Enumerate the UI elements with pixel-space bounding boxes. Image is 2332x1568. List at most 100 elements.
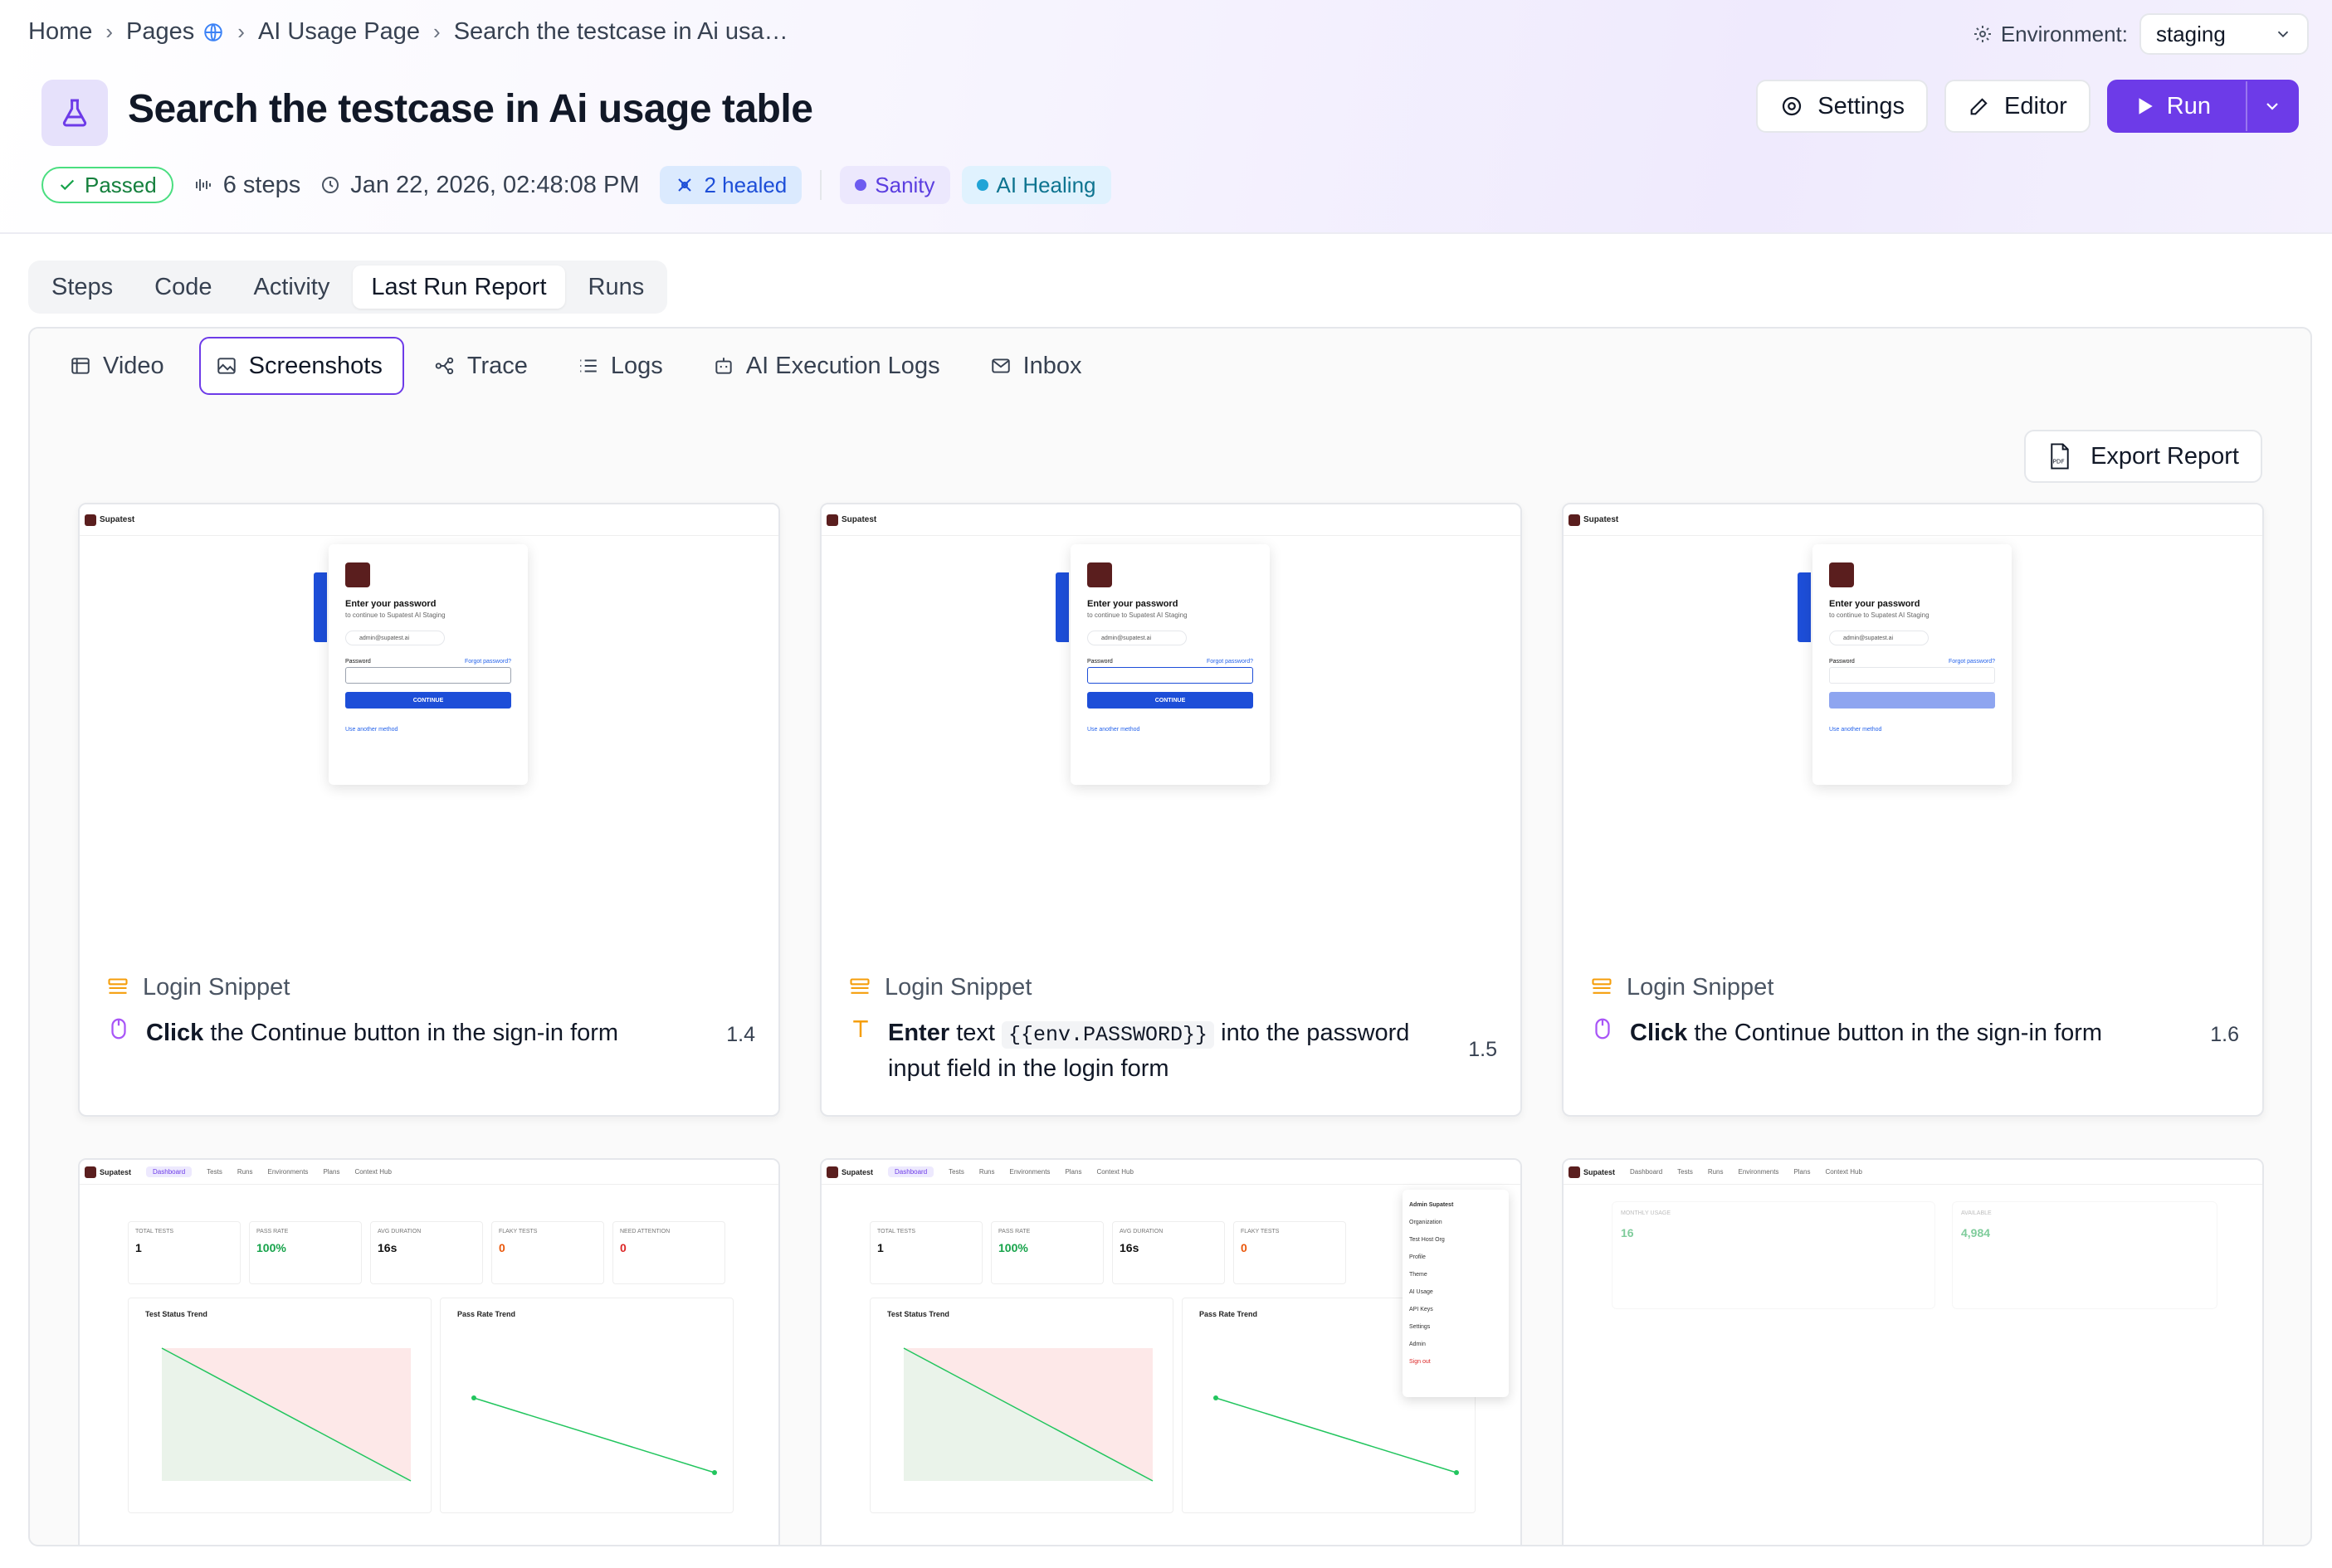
tag-label: Sanity <box>875 172 935 197</box>
shot-chart-plot <box>161 1347 412 1482</box>
tab-steps[interactable]: Steps <box>51 273 114 300</box>
brand-logo <box>1568 1166 1580 1178</box>
shot-nav-item: Environments <box>1738 1168 1779 1176</box>
screenshot-image[interactable]: Supatest Enter your password to continue… <box>80 504 778 929</box>
subtab-video[interactable]: Video <box>55 337 184 395</box>
run-main[interactable]: Run <box>2109 81 2232 131</box>
continue-button: CONTINUE <box>345 692 511 709</box>
subtab-ai-execution-logs[interactable]: AI Execution Logs <box>698 337 960 395</box>
editor-button[interactable]: Editor <box>1944 80 2091 133</box>
shot-menu-item: Sign out <box>1409 1359 1431 1365</box>
shot-menu-item: Admin <box>1409 1342 1426 1347</box>
subtab-screenshots[interactable]: Screenshots <box>198 337 404 395</box>
shot-nav-item: Tests <box>1677 1168 1693 1176</box>
screenshot-image[interactable]: Supatest Dashboard Tests Runs Environmen… <box>80 1160 778 1545</box>
chevron-right-icon: › <box>237 19 245 44</box>
other-method-link: Use another method <box>345 727 398 733</box>
usage-label: AVAILABLE <box>1961 1210 1992 1216</box>
login-sub: to continue to Supatest AI Staging <box>1087 611 1188 619</box>
subtab-label: AI Execution Logs <box>745 352 940 379</box>
export-label: Export Report <box>2091 442 2239 470</box>
tab-activity[interactable]: Activity <box>253 273 330 300</box>
settings-button[interactable]: Settings <box>1756 80 1929 133</box>
kpi-value: 100% <box>998 1241 1028 1254</box>
screenshot-image[interactable]: Supatest Dashboard Tests Runs Environmen… <box>822 1160 1520 1545</box>
healed-badge[interactable]: 2 healed <box>659 166 803 204</box>
breadcrumb-home[interactable]: Home <box>28 18 93 45</box>
side-tab <box>314 572 327 642</box>
healed-text: 2 healed <box>704 172 788 197</box>
login-heading: Enter your password <box>1829 599 1920 609</box>
kpi-value: 0 <box>620 1241 627 1254</box>
snippet-icon <box>1592 977 1612 994</box>
screenshot-card[interactable]: Supatest Enter your password to continue… <box>78 503 780 1117</box>
password-row: Password Forgot password? <box>1087 659 1253 665</box>
screenshot-card[interactable]: Supatest Enter your password to continue… <box>1562 503 2264 1117</box>
shot-nav-item: Plans <box>1793 1168 1811 1176</box>
step-text: into the password input field in the log… <box>888 1020 1410 1082</box>
subtab-inbox[interactable]: Inbox <box>975 337 1102 395</box>
mail-icon <box>991 358 1010 373</box>
mouse-icon <box>1595 1018 1610 1040</box>
shot-menu-item: Organization <box>1409 1220 1442 1225</box>
shot-brand: Supatest <box>85 1166 131 1178</box>
screenshot-card[interactable]: Supatest Dashboard Tests Runs Environmen… <box>78 1158 780 1545</box>
forgot-link: Forgot password? <box>1206 659 1253 665</box>
chevron-down-icon <box>2266 103 2278 110</box>
run-options-button[interactable] <box>2246 81 2297 131</box>
shot-nav-item: Tests <box>949 1168 964 1176</box>
screenshot-image[interactable]: Supatest Enter your password to continue… <box>1564 504 2262 929</box>
tag-sanity[interactable]: Sanity <box>840 166 950 204</box>
snippet-row: Login Snippet <box>848 974 1497 1001</box>
clock-icon <box>322 177 339 193</box>
screenshot-card[interactable]: Supatest Dashboard Tests Runs Environmen… <box>820 1158 1522 1545</box>
screenshot-card[interactable]: Supatest Enter your password to continue… <box>820 503 1522 1117</box>
side-tab <box>1056 572 1069 642</box>
tab-last-run-report[interactable]: Last Run Report <box>353 265 565 309</box>
screenshot-image[interactable]: Supatest Enter your password to continue… <box>822 504 1520 929</box>
shot-header: Supatest <box>1564 504 2262 536</box>
password-field <box>1829 667 1995 684</box>
shot-nav: Supatest Dashboard Tests Runs Environmen… <box>80 1160 778 1185</box>
subtab-logs[interactable]: Logs <box>563 337 683 395</box>
shot-nav-item: Runs <box>1707 1168 1724 1176</box>
pencil-icon <box>1970 98 1988 115</box>
tab-code[interactable]: Code <box>154 273 212 300</box>
breadcrumb-ai-usage-page[interactable]: AI Usage Page <box>257 18 421 45</box>
tag-dot <box>976 179 988 191</box>
check-icon <box>60 179 75 191</box>
tab-runs[interactable]: Runs <box>588 273 645 300</box>
snippet-icon <box>108 977 128 994</box>
shot-nav: Supatest Dashboard Tests Runs Environmen… <box>1564 1160 2262 1185</box>
date-text: Jan 22, 2026, 02:48:08 PM <box>350 171 640 198</box>
screenshot-image[interactable]: Supatest Dashboard Tests Runs Environmen… <box>1564 1160 2262 1545</box>
report-sub-tabs: Video Screenshots Trace Logs AI Executio… <box>55 337 1102 395</box>
login-heading: Enter your password <box>1087 599 1178 609</box>
shot-brand: Supatest <box>1568 1166 1615 1178</box>
export-report-button[interactable]: PDF Export Report <box>2024 430 2262 483</box>
usage-value: 16 <box>1621 1226 1634 1239</box>
environment-selector: Environment: staging <box>1973 13 2309 55</box>
subtab-trace[interactable]: Trace <box>419 337 548 395</box>
kpi-label: AVG DURATION <box>378 1229 422 1234</box>
login-form: Enter your password to continue to Supat… <box>1071 544 1270 785</box>
shot-nav-item: Context Hub <box>1825 1168 1862 1176</box>
shot-nav-item: Dashboard <box>146 1166 193 1177</box>
chevron-down-icon <box>2277 31 2289 38</box>
shot-menu-item: Test Host Org <box>1409 1237 1445 1243</box>
screenshot-card[interactable]: Supatest Dashboard Tests Runs Environmen… <box>1562 1158 2264 1545</box>
password-row: Password Forgot password? <box>1829 659 1995 665</box>
environment-dropdown[interactable]: staging <box>2139 13 2309 55</box>
tag-ai-healing[interactable]: AI Healing <box>961 166 1111 204</box>
step-row: Enter text {{env.PASSWORD}} into the pas… <box>848 1016 1497 1085</box>
side-tab <box>1798 572 1811 642</box>
environment-value: staging <box>2156 21 2226 46</box>
shot-brand-text: Supatest <box>1583 1167 1616 1176</box>
login-form: Enter your password to continue to Supat… <box>1812 544 2012 785</box>
step-number: 1.4 <box>726 1023 755 1046</box>
breadcrumb-pages[interactable]: Pages <box>126 18 195 45</box>
play-icon <box>2139 98 2153 114</box>
run-button[interactable]: Run <box>2106 80 2299 133</box>
login-logo <box>1829 562 1854 587</box>
login-email: admin@supatest.ai <box>1087 631 1187 645</box>
